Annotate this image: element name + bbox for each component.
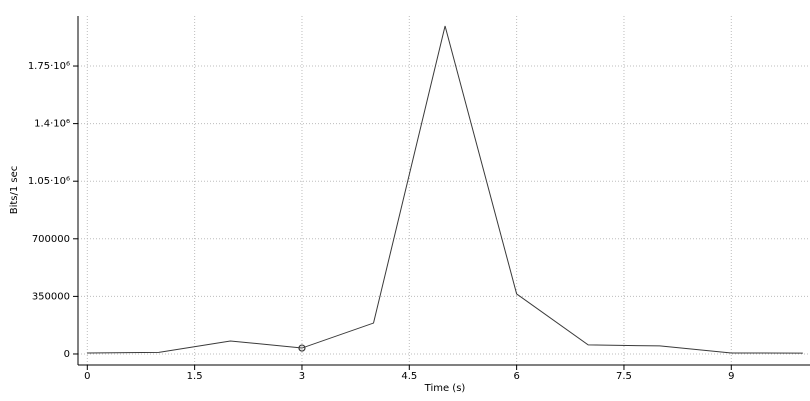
y-axis-label: Bits/1 sec [9,166,20,215]
y-tick-label: 0 [64,349,70,360]
series-line [87,25,803,354]
y-tick-label: 1.05·10⁶ [28,176,70,187]
x-tick-label: 4.5 [401,371,417,382]
x-tick-label: 6 [513,371,519,382]
selected-point [298,344,306,352]
y-tick-label: 1.75·10⁶ [28,61,70,72]
y-tick-label: 350000 [32,291,70,302]
x-tick-label: 9 [728,371,734,382]
y-tick-label: 700000 [32,234,70,245]
x-tick-label: 1.5 [187,371,203,382]
x-tick-label: 7.5 [616,371,632,382]
x-tick-label: 0 [84,371,90,382]
x-tick-label: 3 [299,371,305,382]
y-tick-label: 1.4·10⁶ [34,119,70,130]
x-axis-label: Time (s) [424,383,466,394]
